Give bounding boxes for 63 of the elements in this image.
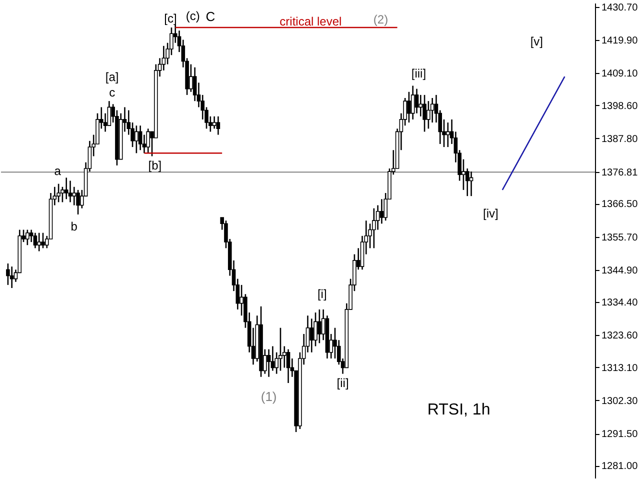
- y-tick-label: 1344.90: [602, 265, 638, 276]
- y-tick-label: 1281.00: [602, 461, 638, 472]
- candlestick: [318, 308, 322, 344]
- candlestick: [372, 208, 376, 249]
- candlestick: [310, 318, 314, 354]
- y-tick-label: 1430.70: [602, 2, 638, 14]
- annotation: (2): [373, 12, 388, 27]
- candlestick: [134, 124, 138, 154]
- annotation: [ii]: [336, 376, 349, 390]
- annotation: (c): [186, 9, 200, 24]
- annotation: (1): [260, 389, 277, 404]
- candlestick: [37, 232, 41, 252]
- annotation: [v]: [530, 34, 543, 48]
- candlestick: [6, 262, 10, 286]
- candlestick: [422, 94, 426, 132]
- candlestick: [60, 186, 64, 203]
- candlestick: [76, 189, 80, 216]
- y-tick-label: 1323.60: [602, 330, 638, 342]
- annotation: [c]: [164, 11, 177, 26]
- y-tick-label: 1291.50: [602, 429, 638, 440]
- candlestick: [212, 116, 216, 130]
- candlestick: [410, 85, 415, 120]
- annotation: C: [206, 8, 216, 24]
- annotation: [a]: [105, 70, 119, 84]
- candlestick: [26, 229, 30, 246]
- annotation: critical level: [280, 14, 342, 29]
- candlestick: [414, 88, 419, 114]
- annotation: b: [70, 219, 78, 234]
- y-tick-label: 1302.30: [602, 396, 638, 407]
- y-tick-label: 1419.90: [602, 36, 638, 47]
- annotation: a: [54, 164, 62, 178]
- candlestick: [418, 94, 423, 118]
- candlestick: [68, 180, 72, 203]
- candlestick: [286, 348, 290, 384]
- y-tick-label: 1409.10: [602, 68, 638, 80]
- y-tick-label: 1387.80: [602, 134, 638, 145]
- candlestick: [216, 116, 220, 136]
- y-tick-label: 1355.70: [602, 232, 638, 244]
- candlestick: [64, 177, 68, 200]
- candlestick: [278, 327, 282, 372]
- annotation: [iii]: [411, 66, 426, 80]
- candlestick: [189, 64, 193, 93]
- candlestick: [146, 128, 150, 154]
- candlestick: [446, 122, 450, 148]
- annotation: c: [109, 85, 116, 100]
- candlestick: [426, 100, 430, 130]
- candlestick: [56, 183, 60, 203]
- y-tick-label: 1398.60: [602, 100, 638, 112]
- candlestick: [33, 232, 38, 249]
- y-tick-label: 1366.50: [602, 199, 638, 210]
- y-tick-label: 1334.40: [602, 298, 638, 309]
- annotation: [b]: [148, 158, 162, 173]
- candlestick: [407, 91, 411, 124]
- y-tick-label: 1313.10: [602, 362, 638, 374]
- candlestick: [266, 348, 271, 378]
- annotation: RTSI, 1h: [427, 402, 490, 419]
- annotation: [iv]: [483, 206, 498, 221]
- candlestick: [41, 232, 45, 249]
- candlestick: [138, 124, 142, 151]
- candlestick: [380, 198, 384, 224]
- y-tick-label: 1376.81: [602, 168, 638, 179]
- candlestick: [72, 186, 76, 206]
- annotation: [i]: [317, 287, 327, 302]
